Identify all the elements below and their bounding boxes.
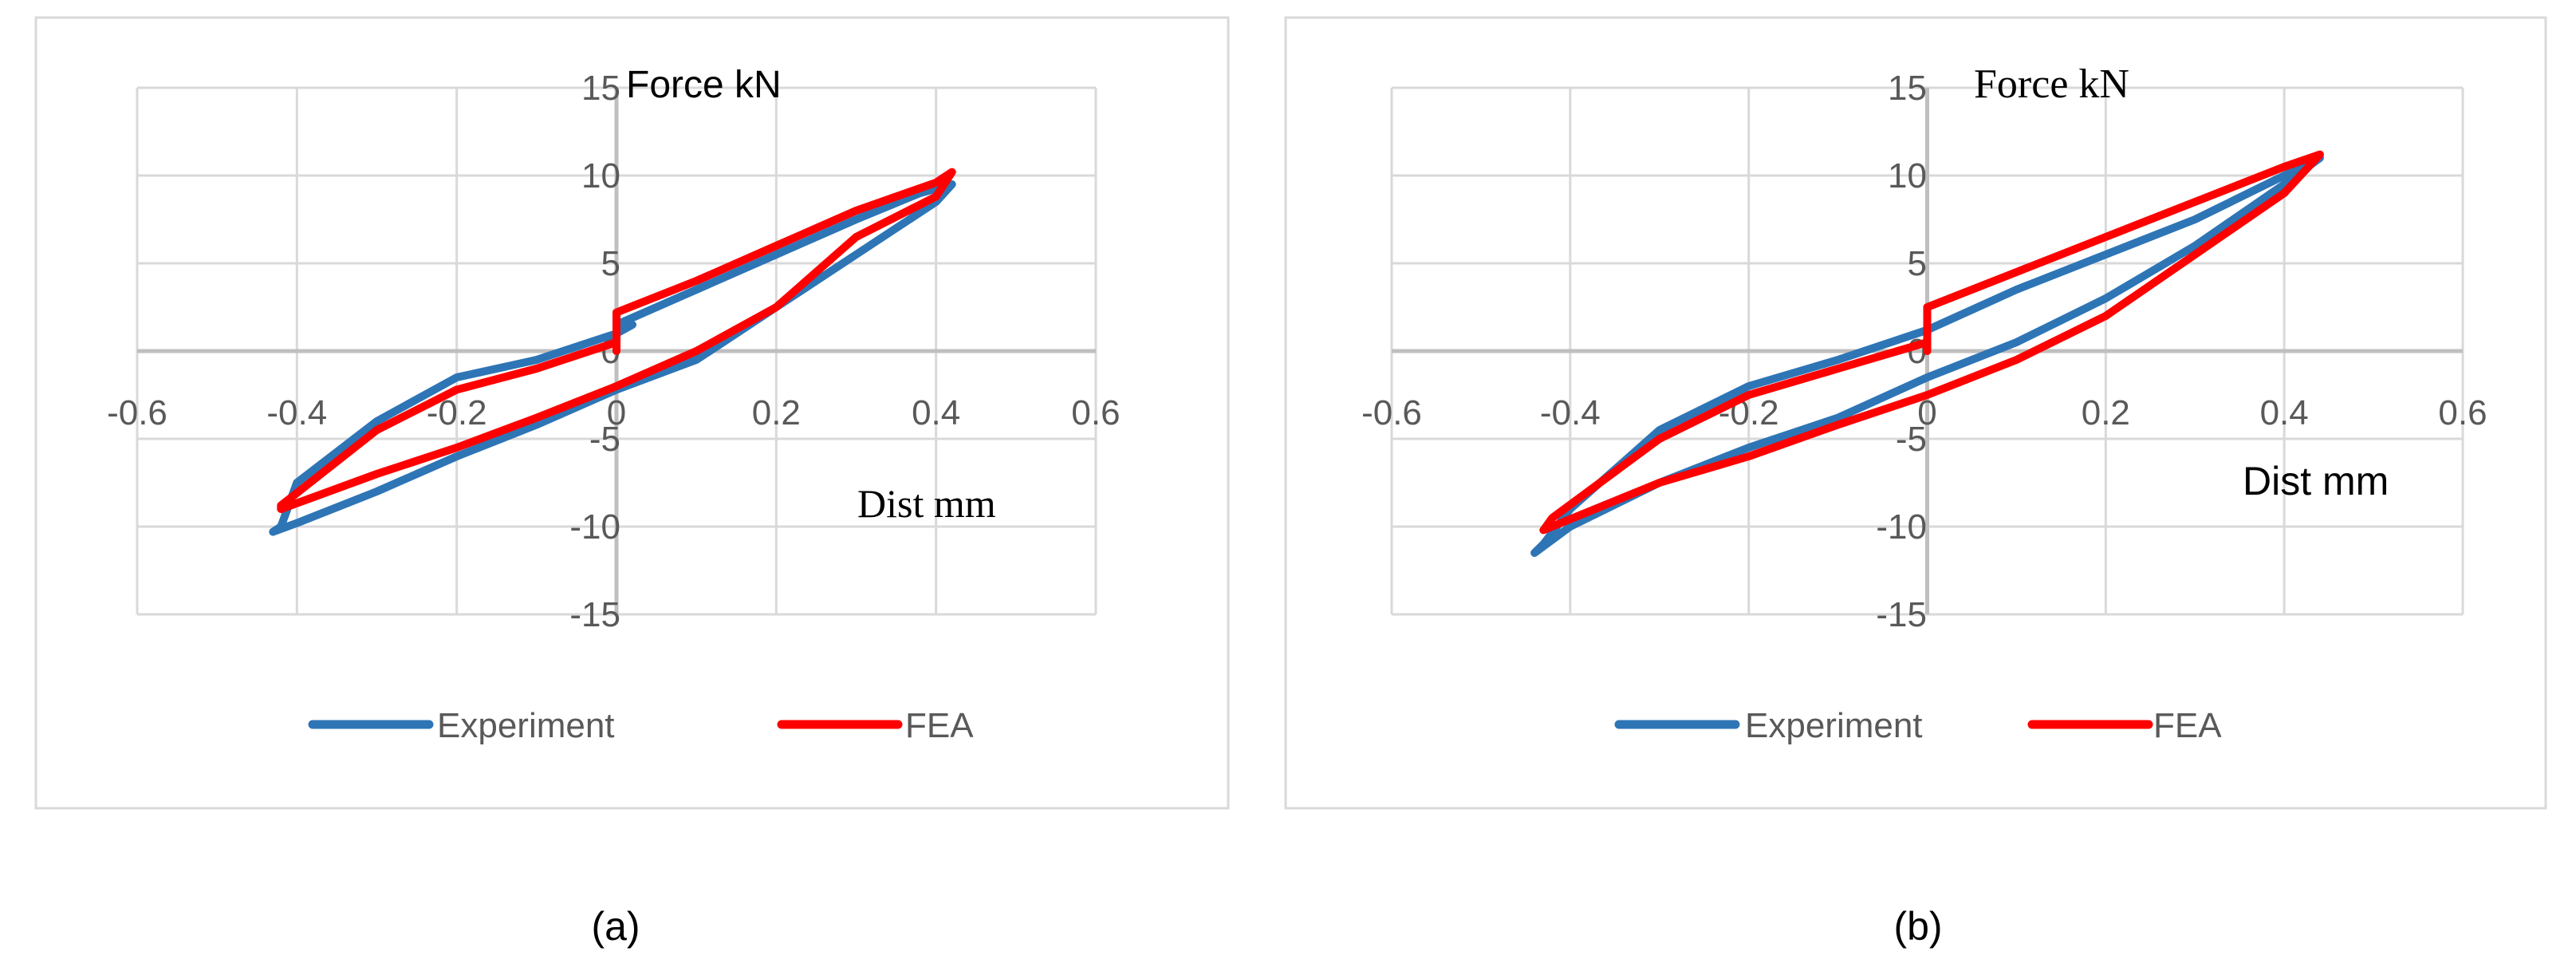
y-tick-label: 10: [1888, 156, 1927, 195]
legend-label-experiment: Experiment: [437, 706, 615, 745]
y-axis-title: Force kN: [626, 64, 782, 106]
legend-label-fea: FEA: [905, 706, 974, 745]
legend: Experiment FEA: [308, 706, 974, 745]
x-tick-label: 0.6: [2438, 393, 2487, 432]
legend: Experiment FEA: [1614, 706, 2222, 745]
y-tick-label: -15: [569, 595, 620, 634]
y-tick-label: -10: [569, 507, 620, 547]
x-axis-title: Dist mm: [2243, 459, 2389, 503]
panel-caption: (b): [1893, 904, 1942, 949]
legend-label-experiment: Experiment: [1745, 706, 1923, 745]
y-axis-title: Force kN: [1974, 61, 2129, 107]
y-tick-label: -5: [589, 420, 620, 459]
y-tick-label: 5: [601, 244, 620, 283]
chart-panel-a: -0.6 -0.4 -0.2 0 0.2 0.4 0.6151050-5-10-15Forc…: [34, 16, 1230, 949]
x-tick-label: 0.2: [752, 393, 801, 432]
x-tick-label: 0.4: [2260, 393, 2309, 432]
y-tick-label: -5: [1896, 420, 1927, 459]
legend-label-fea: FEA: [2153, 706, 2222, 745]
series-line-fea: [1539, 150, 2324, 535]
chart-frame: [34, 16, 1230, 810]
y-tick-label: 5: [1908, 244, 1927, 283]
x-tick-label: 0.2: [2082, 393, 2130, 432]
x-tick-label: -0.6: [1361, 393, 1422, 432]
x-tick-label: -0.4: [1540, 393, 1601, 432]
chart-frame: [1284, 16, 2547, 810]
y-tick-label: -15: [1876, 595, 1927, 634]
x-tick-label: -0.6: [107, 393, 167, 432]
y-tick-label: 15: [1888, 69, 1927, 108]
y-tick-label: -10: [1876, 507, 1927, 547]
x-axis-title: Dist mm: [857, 481, 996, 526]
panel-caption: (a): [591, 904, 640, 949]
y-tick-label: 15: [581, 69, 620, 108]
x-tick-label: 0.6: [1071, 393, 1120, 432]
series-line-fea: [277, 168, 956, 513]
chart-panel-b: -0.6 -0.4 -0.2 0 0.2 0.4 0.6151050-5-10-15Forc…: [1284, 16, 2547, 949]
x-tick-label: -0.4: [266, 393, 327, 432]
series-line-experiment: [269, 180, 956, 536]
y-tick-label: 10: [581, 156, 620, 195]
x-tick-label: 0: [607, 393, 626, 432]
x-tick-label: 0.4: [912, 393, 960, 432]
